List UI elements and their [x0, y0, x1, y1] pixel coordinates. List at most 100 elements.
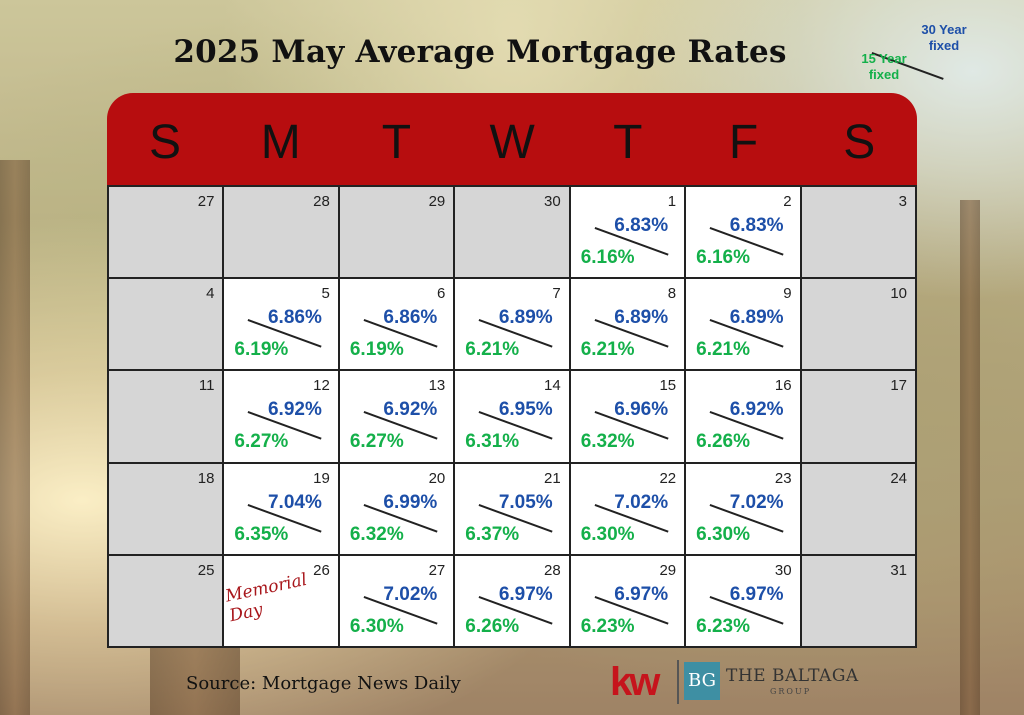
calendar-day-cell: 20 6.99% 6.32%: [338, 462, 455, 555]
rate-15-year: 6.16%: [696, 247, 751, 268]
legend-30-year: 30 Year fixed: [921, 22, 967, 53]
calendar-day-cell: 19 7.04% 6.35%: [223, 462, 339, 555]
rate-15-year: 6.37%: [465, 523, 520, 545]
weekday-label: T: [613, 116, 643, 169]
rate-30-year: 6.97%: [729, 583, 784, 605]
weekday-label: S: [148, 116, 181, 169]
calendar-day-cell: 16 6.92% 6.26%: [685, 370, 801, 463]
rate-30-year: 6.89%: [498, 307, 553, 329]
rate-15-year: 6.27%: [234, 431, 289, 453]
day-number: 30: [774, 561, 792, 579]
weekday-label: F: [728, 116, 759, 169]
day-number: 17: [890, 377, 907, 395]
calendar-day-cell: 11: [108, 370, 224, 463]
rate-15-year: 6.19%: [349, 339, 404, 361]
day-number: 31: [890, 561, 907, 579]
day-number: 30: [544, 193, 561, 210]
rate-15-year: 6.16%: [580, 247, 635, 268]
rate-30-year: 7.05%: [498, 491, 553, 513]
calendar-day-cell: 3: [800, 186, 916, 279]
day-number: 28: [544, 561, 561, 579]
day-number: 14: [544, 377, 561, 395]
day-number: 5: [321, 285, 330, 303]
day-number: 16: [774, 377, 792, 395]
day-number: 2: [783, 193, 792, 210]
rate-30-year: 6.86%: [267, 307, 322, 329]
day-number: 25: [197, 561, 215, 579]
baltaga-logo-sub: GROUP: [770, 687, 812, 696]
day-number: 23: [774, 469, 792, 487]
day-number: 7: [552, 285, 561, 303]
rate-30-year: 7.02%: [614, 491, 669, 513]
rate-15-year: 6.23%: [696, 615, 751, 637]
weekday-label: M: [260, 116, 301, 169]
rate-30-year: 6.86%: [383, 307, 438, 329]
rate-15-year: 6.26%: [465, 615, 520, 637]
rate-15-year: 6.30%: [580, 523, 635, 545]
calendar-day-cell: 1 6.83% 6.16%: [569, 186, 686, 279]
day-number: 19: [313, 469, 330, 487]
baltaga-logo-mark: BG: [684, 662, 720, 700]
calendar-grid: 27 28 29 30 1 6.83% 6.16% 2 6.83% 6.16% 3 4 5 6.86% 6.…: [107, 185, 917, 648]
logo-divider: [677, 660, 679, 704]
rate-30-year: 6.92%: [383, 399, 438, 421]
tree-trunk-right: [960, 200, 980, 715]
day-number: 13: [428, 377, 446, 395]
rate-15-year: 6.21%: [580, 339, 635, 361]
rate-30-year: 6.89%: [614, 307, 669, 329]
rate-15-year: 6.35%: [234, 523, 289, 545]
calendar-day-cell: 30: [454, 186, 570, 279]
rate-30-year: 7.02%: [729, 491, 784, 513]
day-number: 15: [659, 377, 677, 395]
calendar-day-cell: 8 6.89% 6.21%: [569, 278, 686, 371]
rate-15-year: 6.26%: [696, 431, 751, 453]
day-number: 22: [659, 469, 677, 487]
rate-30-year: 7.04%: [267, 491, 322, 513]
calendar-day-cell: 27: [108, 186, 224, 279]
calendar-day-cell: 5 6.86% 6.19%: [223, 278, 339, 371]
calendar-day-cell: 4: [108, 278, 224, 371]
calendar-day-cell: 26 Memorial Day: [223, 554, 339, 647]
baltaga-logo-name: THE BALTAGA: [726, 666, 859, 686]
rate-30-year: 6.99%: [383, 491, 438, 513]
calendar-day-cell: 14 6.95% 6.31%: [454, 370, 570, 463]
rate-30-year: 6.92%: [729, 399, 784, 421]
rate-15-year: 6.30%: [696, 523, 751, 545]
legend-15-year: 15 Year fixed: [861, 51, 907, 82]
calendar-day-cell: 21 7.05% 6.37%: [454, 462, 570, 555]
calendar-day-cell: 7 6.89% 6.21%: [454, 278, 570, 371]
rate-30-year: 6.92%: [267, 399, 322, 421]
calendar-day-cell: 30 6.97% 6.23%: [685, 554, 801, 647]
rate-15-year: 6.21%: [696, 339, 751, 361]
calendar-day-cell: 2 6.83% 6.16%: [685, 186, 801, 279]
rate-15-year: 6.30%: [349, 615, 404, 637]
calendar-day-cell: 25: [108, 554, 224, 647]
day-number: 29: [659, 561, 677, 579]
day-number: 6: [436, 285, 446, 303]
day-number: 3: [898, 193, 907, 210]
calendar-day-cell: 28: [223, 186, 339, 279]
rate-15-year: 6.27%: [349, 431, 404, 453]
calendar-day-cell: 9 6.89% 6.21%: [685, 278, 801, 371]
rate-30-year: 6.97%: [498, 583, 553, 605]
tree-trunk-bottom: [150, 640, 240, 715]
calendar-day-cell: 27 7.02% 6.30%: [338, 554, 455, 647]
kw-logo: kw: [610, 660, 660, 704]
day-number: 4: [206, 285, 215, 303]
rate-30-year: 6.83%: [614, 215, 669, 236]
day-number: 1: [667, 193, 677, 210]
calendar-day-cell: 6 6.86% 6.19%: [338, 278, 455, 371]
rate-30-year: 6.95%: [498, 399, 553, 421]
tree-trunk-left: [0, 160, 30, 715]
rate-15-year: 6.32%: [580, 431, 635, 453]
calendar-day-cell: 22 7.02% 6.30%: [569, 462, 686, 555]
rate-15-year: 6.32%: [349, 523, 404, 545]
day-number: 28: [313, 193, 330, 210]
rate-30-year: 6.96%: [614, 399, 669, 421]
calendar-day-cell: 17: [800, 370, 916, 463]
rate-15-year: 6.31%: [465, 431, 520, 453]
day-number: 10: [890, 285, 907, 303]
rate-30-year: 6.83%: [729, 215, 784, 236]
day-number: 8: [667, 285, 677, 303]
calendar-day-cell: 10: [800, 278, 916, 371]
